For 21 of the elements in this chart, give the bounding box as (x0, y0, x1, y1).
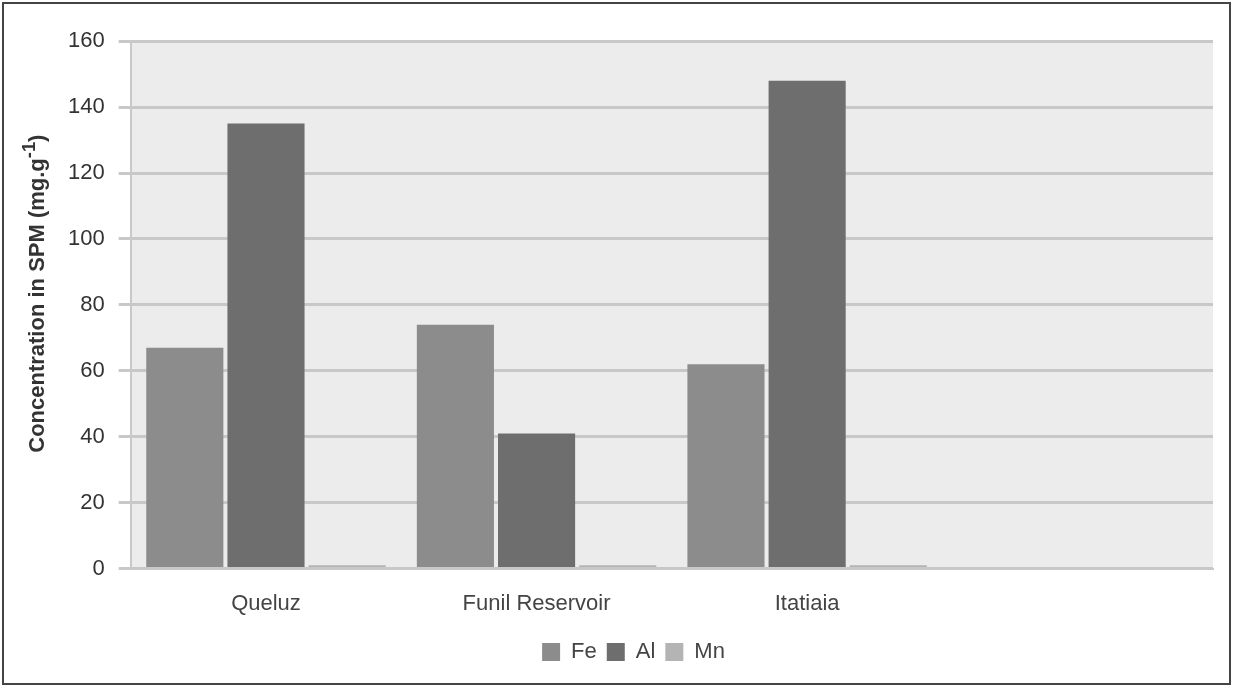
legend-label: Mn (694, 638, 725, 664)
bar (687, 364, 765, 568)
legend-label: Fe (571, 638, 597, 664)
bar (146, 347, 224, 568)
y-tick-label: 140 (67, 93, 105, 119)
x-tick-label: Funil Reservoir (462, 589, 611, 615)
y-tick-label: 80 (80, 290, 105, 316)
y-tick-label: 0 (92, 554, 105, 580)
bar (416, 324, 494, 568)
y-tick-label: 20 (80, 488, 105, 514)
bar (498, 433, 576, 568)
y-tick-label: 100 (67, 225, 105, 251)
y-tick-label: 40 (80, 422, 105, 448)
bar (227, 123, 305, 568)
y-tick-label: 120 (67, 159, 105, 185)
x-tick-label: Itatiaia (774, 589, 841, 615)
y-tick-label: 60 (80, 356, 105, 382)
x-tick-label: Queluz (231, 589, 301, 615)
legend-label: Al (635, 638, 656, 664)
y-tick-label: 160 (67, 27, 105, 53)
bar (768, 80, 846, 568)
